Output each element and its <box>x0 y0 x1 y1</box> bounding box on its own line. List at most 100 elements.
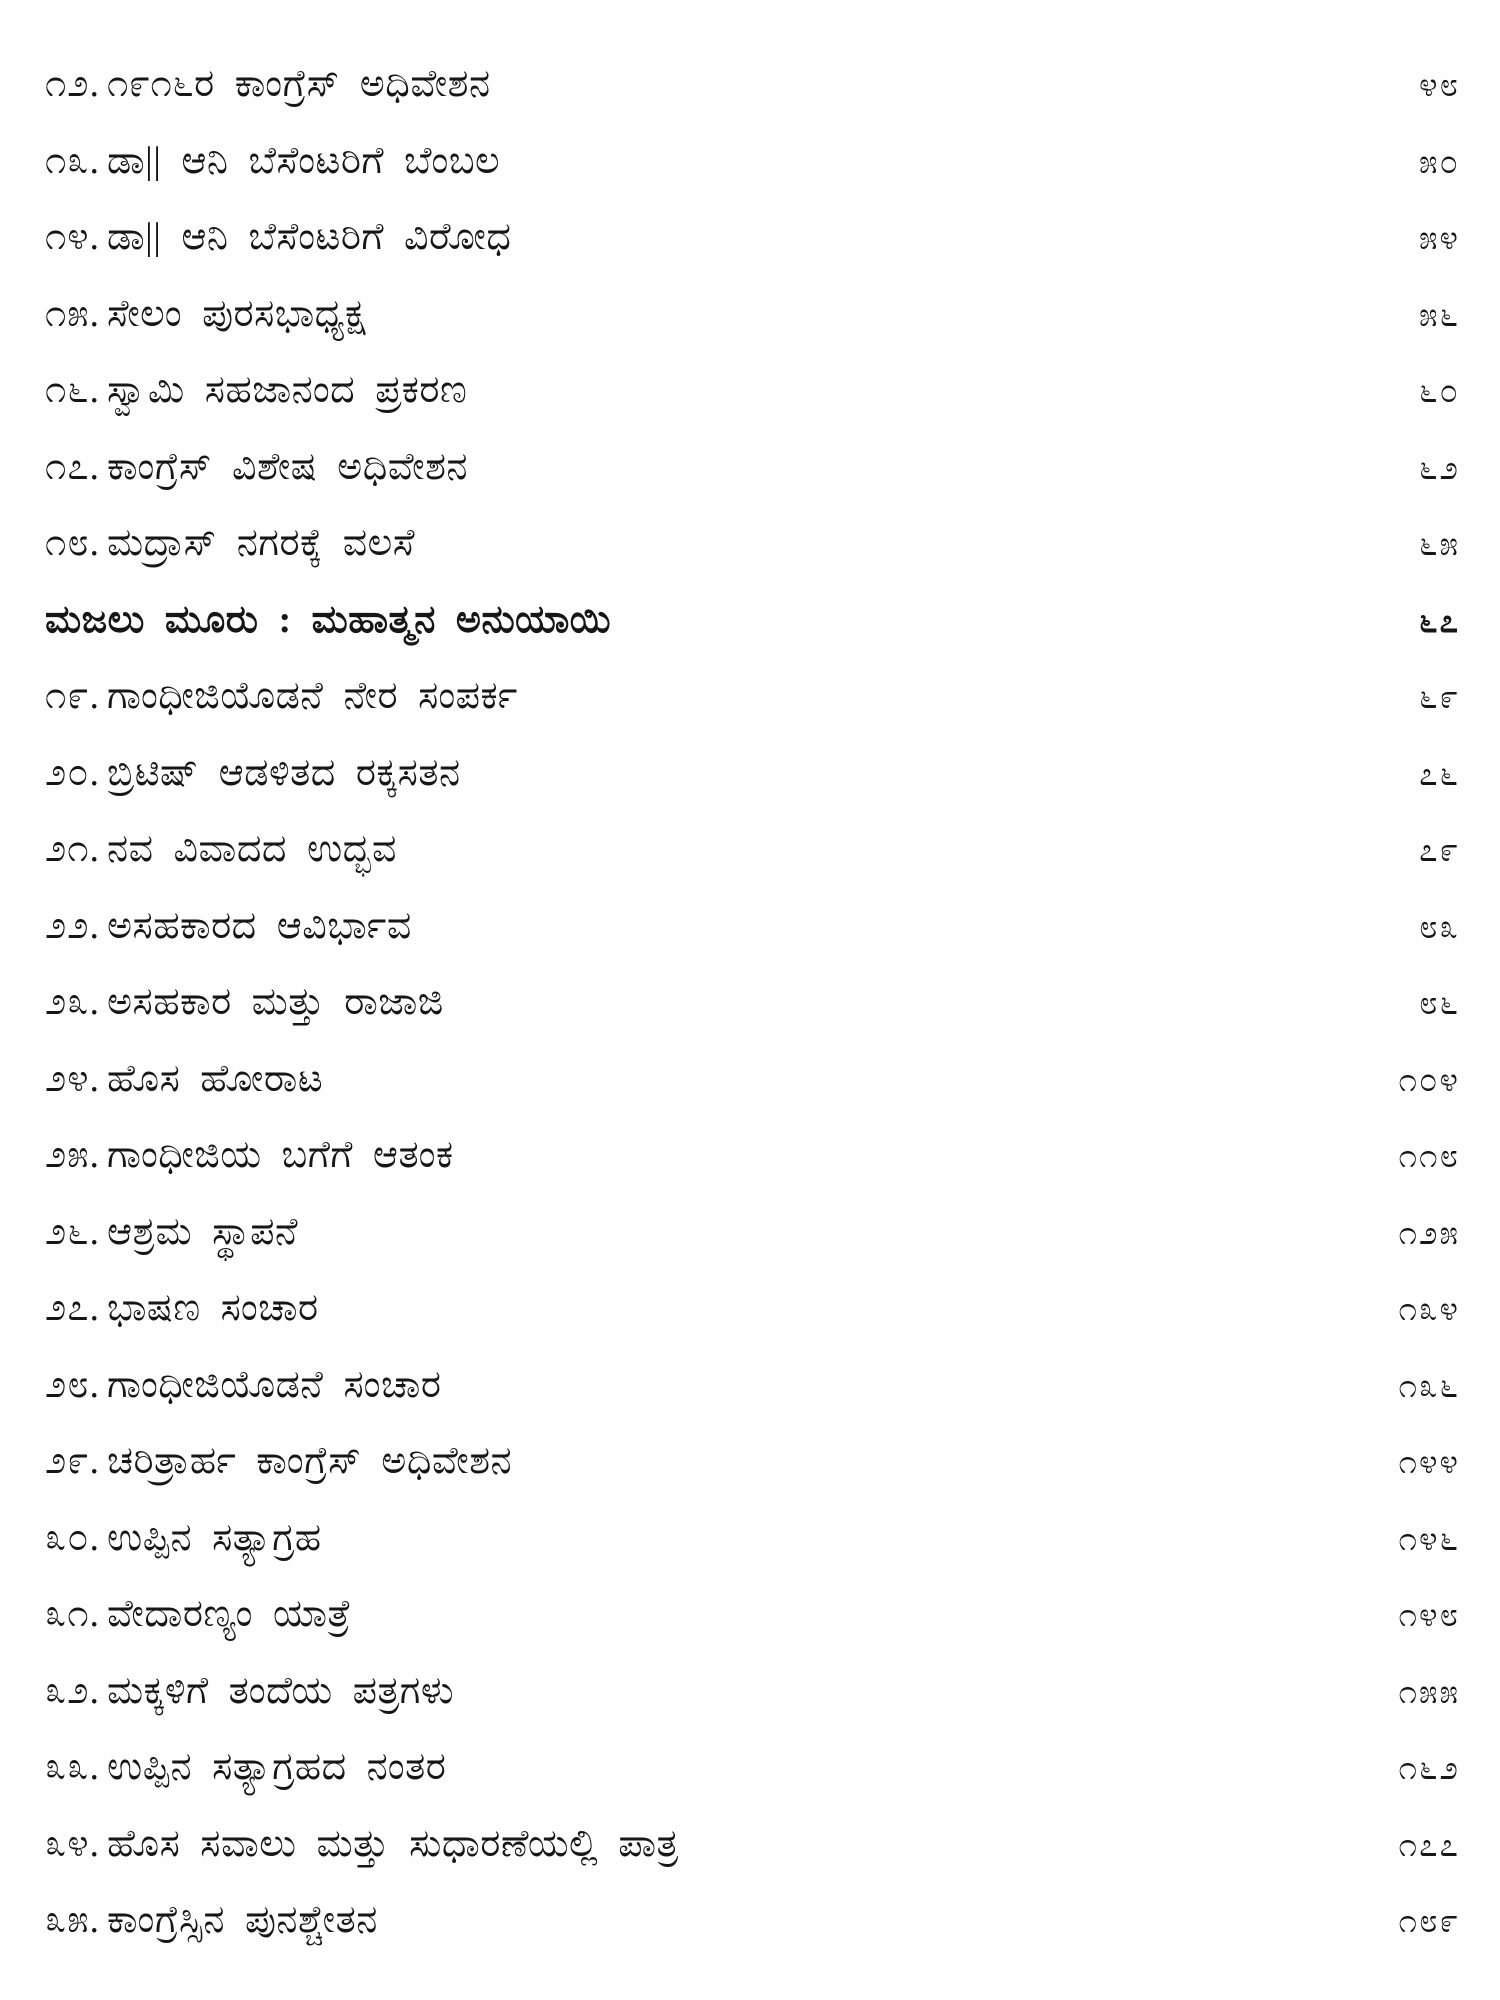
entry-number: ೧೮. <box>45 522 101 564</box>
entry-number: ೨೨. <box>45 904 101 947</box>
page-number: ೫೬ <box>1419 297 1460 334</box>
toc-row: ೩೫. ಕಾಂಗ್ರೆಸ್ಸಿನ ಪುನಶ್ಚೇತನ ೧೮೯ <box>45 1882 1460 1959</box>
page-number: ೧೮೯ <box>1398 1904 1460 1940</box>
toc-row: ೨೫. ಗಾಂಧೀಜಿಯ ಬಗೆಗೆ ಆತಂಕ ೧೧೮ <box>45 1117 1460 1194</box>
page-number: ೧೩೬ <box>1398 1368 1460 1405</box>
entry-number: ೩೦. <box>45 1516 101 1559</box>
entry-title: ೧೯೧೬ರ ಕಾಂಗ್ರೆಸ್ ಅಧಿವೇಶನ <box>107 63 491 105</box>
toc-row: ೨೦. ಬ್ರಿಟಿಷ್ ಆಡಳಿತದ ರಕ್ಕಸತನ ೭೬ <box>45 735 1460 812</box>
toc-row: ೨೭. ಭಾಷಣ ಸಂಚಾರ ೧೩೪ <box>45 1270 1460 1347</box>
entry-number: ೨೫. <box>45 1134 101 1176</box>
entry-number: ೨೪. <box>45 1057 101 1100</box>
toc-row: ೧೭. ಕಾಂಗ್ರೆಸ್ ವಿಶೇಷ ಅಧಿವೇಶನ ೬೨ <box>45 429 1460 506</box>
toc-row: ೨೨. ಅಸಹಕಾರದ ಆವಿರ್ಭಾವ ೮೩ <box>45 888 1460 965</box>
toc-row: ೨೪. ಹೊಸ ಹೋರಾಟ ೧೦೪ <box>45 1041 1460 1118</box>
page-number: ೬೦ <box>1419 374 1460 410</box>
entry-title: ಬ್ರಿಟಿಷ್ ಆಡಳಿತದ ರಕ್ಕಸತನ <box>107 751 461 794</box>
toc-row: ೩೪. ಹೊಸ ಸವಾಲು ಮತ್ತು ಸುಧಾರಣೆಯಲ್ಲಿ ಪಾತ್ರ ೧… <box>45 1806 1460 1883</box>
entry-title: ಭಾಷಣ ಸಂಚಾರ <box>107 1287 319 1329</box>
toc-row: ೨೯. ಚರಿತ್ರಾರ್ಹ ಕಾಂಗ್ರೆಸ್ ಅಧಿವೇಶನ ೧೪೪ <box>45 1423 1460 1500</box>
page-number: ೧೩೪ <box>1398 1292 1460 1328</box>
page-number: ೬೭ <box>1419 603 1460 640</box>
entry-title: ಹೊಸ ಸವಾಲು ಮತ್ತು ಸುಧಾರಣೆಯಲ್ಲಿ ಪಾತ್ರ <box>107 1822 679 1865</box>
entry-title: ಆಶ್ರಮ ಸ್ಥಾಪನೆ <box>107 1210 299 1253</box>
toc-row: ೨೧. ನವ ವಿವಾದದ ಉದ್ಭವ ೭೯ <box>45 811 1460 888</box>
entry-title: ಉಪ್ಪಿನ ಸತ್ಯಾಗ್ರಹ <box>107 1516 322 1559</box>
entry-number: ೧೯. <box>45 675 101 717</box>
page-number: ೮೩ <box>1419 909 1460 946</box>
page-number: ೫೪ <box>1419 221 1460 257</box>
page-number: ೧೪೪ <box>1398 1445 1460 1481</box>
toc-section-header: ಮಜಲು ಮೂರು : ಮಹಾತ್ಮನ ಅನುಯಾಯಿ ೬೭ <box>45 582 1460 659</box>
entry-title: ಮಕ್ಕಳಿಗೆ ತಂದೆಯ ಪತ್ರಗಳು <box>107 1669 455 1712</box>
entry-title: ಅಸಹಕಾರ ಮತ್ತು ರಾಜಾಜಿ <box>107 981 444 1023</box>
toc-row: ೧೬. ಸ್ವಾಮಿ ಸಹಜಾನಂದ ಪ್ರಕರಣ ೬೦ <box>45 352 1460 429</box>
toc-row: ೨೩. ಅಸಹಕಾರ ಮತ್ತು ರಾಜಾಜಿ ೮೬ <box>45 964 1460 1041</box>
page-number: ೭೬ <box>1419 756 1460 793</box>
page-number: ೧೬೨ <box>1398 1751 1460 1787</box>
toc-row: ೧೫. ಸೇಲಂ ಪುರಸಭಾಧ್ಯಕ್ಷ ೫೬ <box>45 276 1460 353</box>
toc-row: ೧೩. ಡಾ|| ಆನಿ ಬೆಸೆಂಟರಿಗೆ ಬೆಂಬಲ ೫೦ <box>45 123 1460 200</box>
toc-row: ೧೪. ಡಾ|| ಆನಿ ಬೆಸೆಂಟರಿಗೆ ವಿರೋಧ ೫೪ <box>45 199 1460 276</box>
page-number: ೧೭೭ <box>1398 1827 1460 1864</box>
page-number: ೪೮ <box>1419 68 1460 104</box>
toc-row: ೨೮. ಗಾಂಧೀಜಿಯೊಡನೆ ಸಂಚಾರ ೧೩೬ <box>45 1347 1460 1424</box>
entry-number: ೨೬. <box>45 1210 101 1253</box>
entry-number: ೨೯. <box>45 1440 101 1482</box>
entry-number: ೧೫. <box>45 292 101 335</box>
entry-number: ೩೪. <box>45 1822 101 1865</box>
entry-title: ಡಾ|| ಆನಿ ಬೆಸೆಂಟರಿಗೆ ವಿರೋಧ <box>107 216 512 258</box>
toc-row: ೩೦. ಉಪ್ಪಿನ ಸತ್ಯಾಗ್ರಹ ೧೪೬ <box>45 1500 1460 1577</box>
toc-row: ೧೮. ಮದ್ರಾಸ್ ನಗರಕ್ಕೆ ವಲಸೆ ೬೫ <box>45 505 1460 582</box>
page-number: ೧೫೫ <box>1398 1674 1460 1711</box>
toc-row: ೨೬. ಆಶ್ರಮ ಸ್ಥಾಪನೆ ೧೨೫ <box>45 1194 1460 1271</box>
page-number: ೧೦೪ <box>1398 1062 1460 1099</box>
entry-title: ಸೇಲಂ ಪುರಸಭಾಧ್ಯಕ್ಷ <box>107 292 367 335</box>
entry-title: ಕಾಂಗ್ರೆಸ್ ವಿಶೇಷ ಅಧಿವೇಶನ <box>107 445 469 488</box>
entry-title: ಕಾಂಗ್ರೆಸ್ಸಿನ ಪುನಶ್ಚೇತನ <box>107 1899 378 1941</box>
entry-title: ನವ ವಿವಾದದ ಉದ್ಭವ <box>107 828 397 870</box>
toc-row: ೧೯. ಗಾಂಧೀಜಿಯೊಡನೆ ನೇರ ಸಂಪರ್ಕ ೬೯ <box>45 658 1460 735</box>
entry-title: ಹೊಸ ಹೋರಾಟ <box>107 1057 324 1100</box>
entry-title: ಉಪ್ಪಿನ ಸತ್ಯಾಗ್ರಹದ ನಂತರ <box>107 1746 447 1788</box>
entry-number: ೩೧. <box>45 1593 101 1635</box>
page-number: ೬೫ <box>1419 527 1460 563</box>
entry-title: ವೇದಾರಣ್ಯಂ ಯಾತ್ರೆ <box>107 1593 352 1635</box>
entry-number: ೨೮. <box>45 1363 101 1406</box>
entry-number: ೩೨. <box>45 1669 101 1712</box>
entry-title: ಗಾಂಧೀಜಿಯೊಡನೆ ಸಂಚಾರ <box>107 1363 442 1406</box>
entry-number: ೧೪. <box>45 216 101 258</box>
toc-row: ೧೨. ೧೯೧೬ರ ಕಾಂಗ್ರೆಸ್ ಅಧಿವೇಶನ ೪೮ <box>45 46 1460 123</box>
entry-number: ೨೧. <box>45 828 101 870</box>
entry-title: ಮದ್ರಾಸ್ ನಗರಕ್ಕೆ ವಲಸೆ <box>107 522 415 564</box>
toc-list: ೧೨. ೧೯೧೬ರ ಕಾಂಗ್ರೆಸ್ ಅಧಿವೇಶನ ೪೮ ೧೩. ಡಾ|| … <box>45 46 1460 1959</box>
entry-number: ೧೨. <box>45 63 101 105</box>
page-number: ೧೨೫ <box>1398 1215 1460 1252</box>
entry-number: ೨೭. <box>45 1287 101 1329</box>
entry-number: ೧೬. <box>45 369 101 411</box>
page-number: ೧೧೮ <box>1398 1139 1460 1175</box>
entry-number: ೧೭. <box>45 445 101 488</box>
page-number: ೫೦ <box>1419 144 1460 181</box>
toc-row: ೩೩. ಉಪ್ಪಿನ ಸತ್ಯಾಗ್ರಹದ ನಂತರ ೧೬೨ <box>45 1729 1460 1806</box>
entry-title: ಡಾ|| ಆನಿ ಬೆಸೆಂಟರಿಗೆ ಬೆಂಬಲ <box>107 139 501 182</box>
page-number: ೬೯ <box>1419 680 1460 716</box>
toc-row: ೩೧. ವೇದಾರಣ್ಯಂ ಯಾತ್ರೆ ೧೪೮ <box>45 1576 1460 1653</box>
entry-title: ಚರಿತ್ರಾರ್ಹ ಕಾಂಗ್ರೆಸ್ ಅಧಿವೇಶನ <box>107 1440 513 1482</box>
page-number: ೬೨ <box>1419 450 1460 487</box>
entry-number: ೨೩. <box>45 981 101 1023</box>
entry-title: ಸ್ವಾಮಿ ಸಹಜಾನಂದ ಪ್ರಕರಣ <box>107 369 468 411</box>
entry-title: ಗಾಂಧೀಜಿಯೊಡನೆ ನೇರ ಸಂಪರ್ಕ <box>107 675 518 717</box>
entry-number: ೩೫. <box>45 1899 101 1941</box>
entry-number: ೧೩. <box>45 139 101 182</box>
entry-title: ಮಜಲು ಮೂರು : ಮಹಾತ್ಮನ ಅನುಯಾಯಿ <box>45 598 612 641</box>
page-number: ೭೯ <box>1419 833 1460 869</box>
page-number: ೧೪೮ <box>1398 1598 1460 1634</box>
entry-title: ಅಸಹಕಾರದ ಆವಿರ್ಭಾವ <box>107 904 412 947</box>
entry-number: ೩೩. <box>45 1746 101 1788</box>
toc-row: ೩೨. ಮಕ್ಕಳಿಗೆ ತಂದೆಯ ಪತ್ರಗಳು ೧೫೫ <box>45 1653 1460 1730</box>
entry-number: ೨೦. <box>45 751 101 794</box>
page-number: ೧೪೬ <box>1398 1521 1460 1558</box>
page-number: ೮೬ <box>1419 986 1460 1022</box>
